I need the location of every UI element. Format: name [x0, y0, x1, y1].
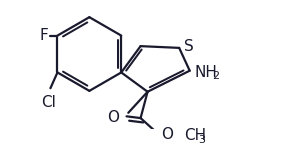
- Text: 2: 2: [212, 71, 220, 81]
- Text: 3: 3: [199, 135, 206, 145]
- Text: Cl: Cl: [41, 95, 56, 110]
- Text: CH: CH: [184, 128, 206, 143]
- Text: NH: NH: [195, 65, 218, 80]
- Text: O: O: [108, 110, 120, 125]
- Text: F: F: [40, 28, 49, 43]
- Text: O: O: [161, 127, 173, 142]
- Text: S: S: [183, 39, 193, 54]
